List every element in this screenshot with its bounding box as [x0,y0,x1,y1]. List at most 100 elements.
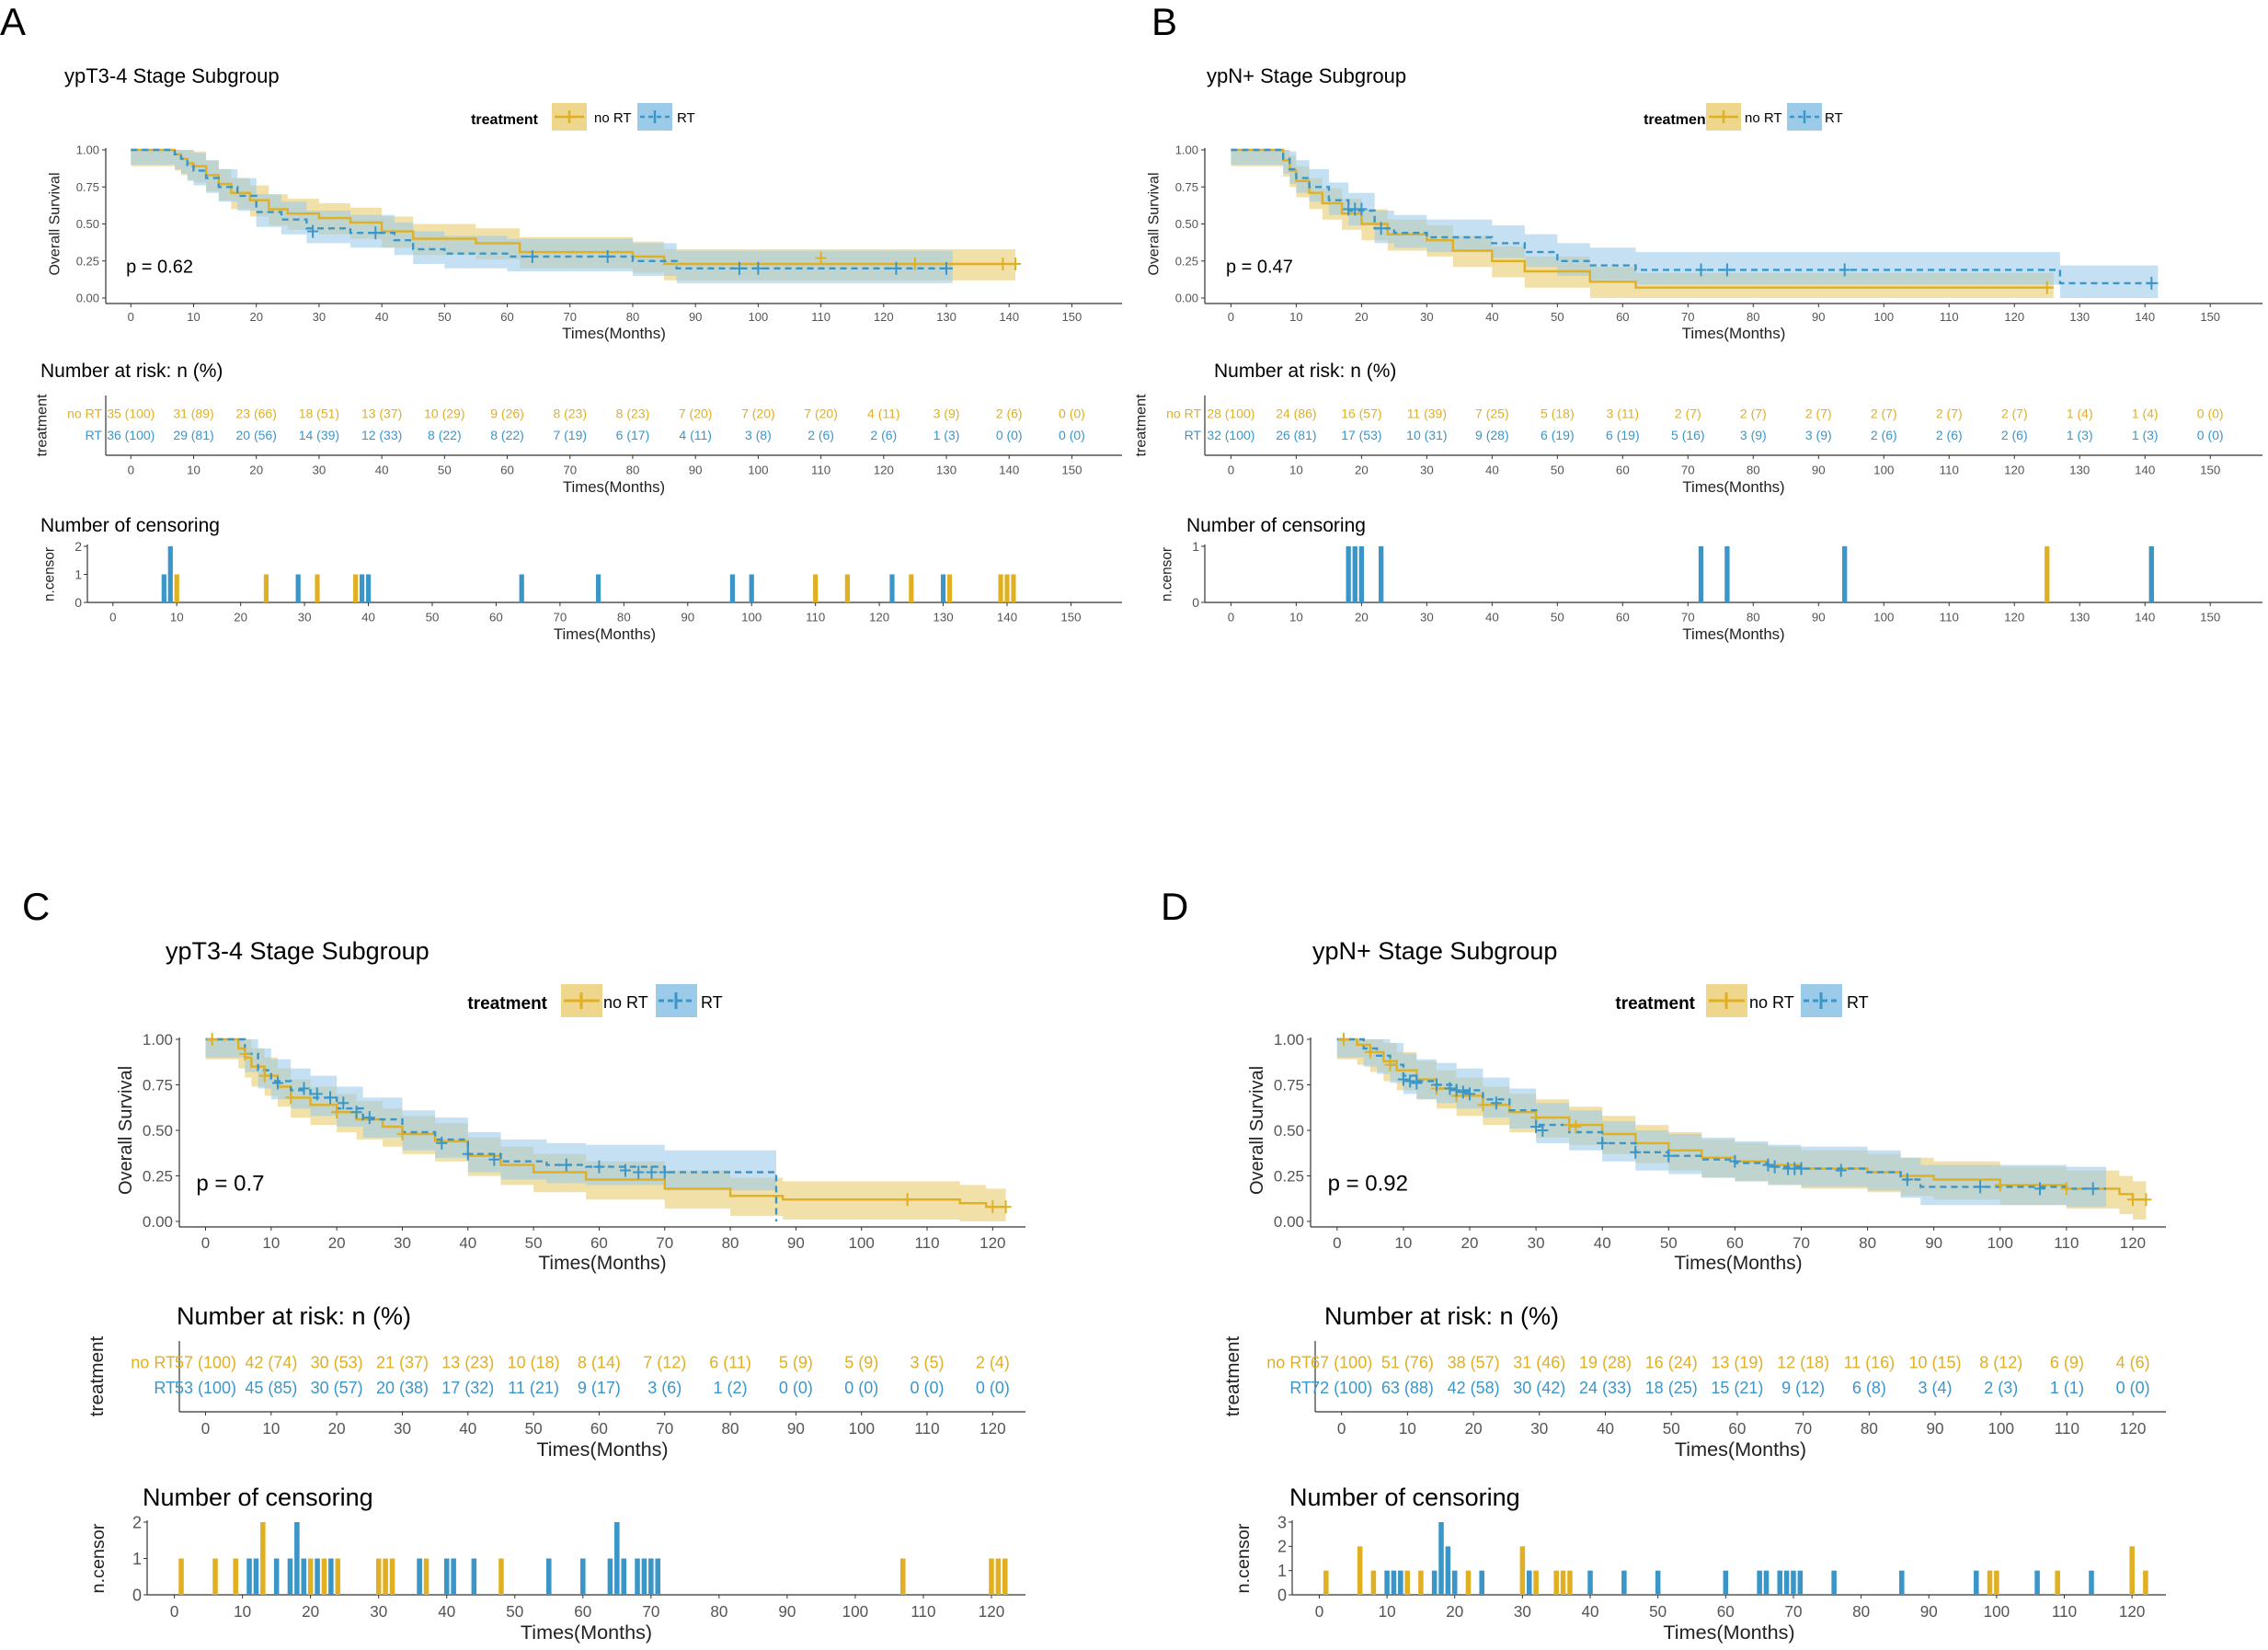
panel-b-censoring-plot: 010 10 20 30 40 50 60 70 80 90 100 110 120 130 140 150T… [1160,539,2262,643]
risk-cell-no-rt: 1 (4) [2067,406,2093,420]
y-tick-label: 0.50 [143,1122,173,1140]
panel-d-title: ypN+ Stage Subgroup [1312,937,1557,965]
risk-row-label-rt: RT [86,428,103,442]
risk-x-tick-label: 20 [1355,464,1369,477]
x-tick-label: 100 [849,1234,875,1252]
censor-bar-no-rt [1357,1546,1363,1595]
censor-x-tick-label: 100 [1873,611,1894,624]
x-tick-label: 150 [1062,310,1082,324]
legend-label-no-rt: no RT [1745,110,1782,126]
censor-x-axis-title: Times(Months) [521,1621,652,1644]
censor-bar-no-rt [1567,1570,1573,1595]
censor-x-tick-label: 80 [617,611,631,624]
censor-bar-rt [614,1522,620,1595]
censor-x-tick-label: 140 [997,611,1017,624]
censor-bar-no-rt [498,1558,504,1595]
censor-bar-no-rt [321,1558,327,1595]
censor-bar-rt [580,1558,586,1595]
risk-x-tick-label: 110 [2055,1420,2079,1438]
censor-bar-rt [315,1558,320,1595]
risk-x-tick-label: 90 [689,464,703,477]
risk-cell-no-rt: 23 (66) [236,406,277,420]
risk-cell-no-rt: 9 (26) [490,406,524,420]
x-tick-label: 50 [525,1234,543,1252]
censor-x-tick-label: 120 [979,1603,1005,1621]
y-tick-label: 1.00 [1175,143,1198,157]
risk-cell-rt: 10 (31) [1406,428,1447,442]
risk-cell-rt: 0 (0) [2116,1379,2150,1397]
censor-x-tick-label: 130 [2069,611,2090,624]
panel-a-risk-title: Number at risk: n (%) [40,361,223,382]
risk-cell-rt: 17 (32) [441,1379,494,1397]
censor-bar-rt [621,1558,626,1595]
censor-bar-rt [417,1558,422,1595]
censor-bar-rt [1346,546,1351,602]
censor-bar-no-rt [423,1558,430,1595]
censor-x-tick-label: 10 [1379,1603,1396,1621]
risk-cell-no-rt: 8 (12) [1979,1353,2022,1371]
censor-bar-no-rt [1011,574,1016,602]
censor-y-tick-label: 2 [1277,1538,1287,1556]
censor-y-axis-title: n.censor [1233,1523,1254,1593]
y-axis-title: Overall Survival [1247,1066,1267,1195]
censor-x-tick-label: 60 [1717,1603,1735,1621]
risk-x-tick-label: 40 [1485,464,1499,477]
risk-x-tick-label: 80 [626,464,640,477]
censor-x-tick-label: 30 [1420,611,1434,624]
risk-cell-rt: 2 (6) [870,428,897,442]
risk-cell-rt: 0 (0) [911,1379,945,1397]
censor-bar-rt [301,1558,307,1595]
risk-cell-rt: 45 (85) [245,1379,297,1397]
risk-cell-rt: 20 (38) [376,1379,429,1397]
risk-cell-rt: 42 (58) [1448,1379,1500,1397]
censor-bar-rt [546,1558,552,1595]
risk-x-tick-label: 120 [979,1420,1006,1438]
censor-bar-rt [1724,546,1730,602]
censor-y-tick-label: 1 [132,1550,142,1568]
risk-cell-rt: 24 (33) [1579,1379,1632,1397]
censor-x-tick-label: 50 [426,611,440,624]
x-tick-label: 0 [201,1234,210,1252]
panel-a-letter: A [0,0,26,43]
risk-x-tick-label: 100 [1987,1420,2014,1438]
censor-x-tick-label: 110 [806,611,825,624]
y-axis-title: Overall Survival [48,172,63,275]
risk-cell-rt: 8 (22) [428,428,462,442]
censor-bar-rt [1526,1570,1532,1595]
censor-x-tick-label: 40 [438,1603,455,1621]
x-tick-label: 130 [936,310,956,324]
censor-bar-rt [1352,546,1357,602]
risk-cell-rt: 2 (6) [1936,428,1963,442]
risk-x-tick-label: 0 [1337,1420,1346,1438]
risk-x-tick-label: 80 [1747,464,1760,477]
censor-bar-rt [1797,1570,1804,1595]
panel-b-title: ypN+ Stage Subgroup [1207,64,1406,87]
censor-bar-no-rt [1994,1570,1999,1595]
x-tick-label: 10 [262,1234,280,1252]
risk-cell-no-rt: 2 (7) [1675,406,1701,420]
risk-cell-no-rt: 8 (23) [616,406,650,420]
risk-cell-no-rt: 30 (53) [311,1353,363,1371]
censor-bar-rt [729,574,735,602]
censor-x-tick-label: 60 [574,1603,591,1621]
risk-cell-rt: 11 (21) [508,1379,559,1397]
x-tick-label: 30 [394,1234,411,1252]
x-tick-label: 40 [459,1234,476,1252]
censor-bar-rt [1974,1570,1979,1595]
x-tick-label: 150 [2200,310,2220,324]
x-tick-label: 0 [1228,310,1234,324]
censor-x-tick-label: 70 [1784,1603,1802,1621]
panel-a-censor-title: Number of censoring [40,515,220,536]
censor-bar-rt [1451,1570,1458,1595]
x-tick-label: 110 [1940,310,1959,324]
panel-c-risk-table: no RT RT 57 (100) 53 (100) 0 42 (74) 45 (85) 10… [86,1336,1025,1461]
x-tick-label: 50 [438,310,451,324]
ci-band-rt [1231,150,2159,298]
censor-bar-rt [443,1558,450,1595]
censor-y-axis-title: n.censor [1160,547,1175,602]
risk-x-tick-label: 100 [748,464,768,477]
risk-cell-no-rt: 57 (100) [175,1353,236,1371]
censor-x-tick-label: 80 [1852,1603,1870,1621]
x-tick-label: 60 [1616,310,1629,324]
